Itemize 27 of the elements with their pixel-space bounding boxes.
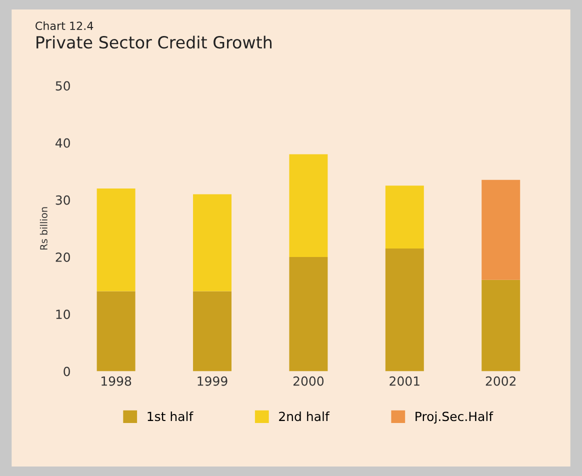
x-tick-label: 2001: [390, 376, 420, 386]
y-tick-label: 20: [56, 252, 70, 262]
legend-label: 2nd half: [279, 411, 330, 422]
bar: [482, 180, 520, 280]
bar: [96, 291, 136, 372]
legend-label: Proj.Sec.Half: [416, 411, 494, 424]
y-axis-title: Rs billion: [40, 207, 48, 250]
bar: [193, 291, 232, 372]
x-tick-label: 1998: [102, 376, 132, 386]
bar: [482, 280, 520, 372]
x-tick-label: 2000: [293, 376, 324, 386]
y-tick-label: 10: [56, 310, 70, 320]
legend-label: 1st half: [148, 411, 194, 422]
y-tick-label: 50: [56, 81, 70, 91]
x-tick-label: 1999: [198, 376, 228, 386]
bar: [385, 186, 424, 248]
chart-subtitle: Chart 12.4: [36, 21, 94, 30]
x-tick-label: 2002: [486, 376, 516, 386]
y-tick-label: 0: [64, 366, 70, 376]
bar: [193, 194, 232, 292]
y-tick-label: 30: [56, 195, 70, 205]
bar: [289, 257, 328, 372]
bar: [385, 248, 424, 372]
bar: [96, 188, 136, 292]
y-tick-label: 40: [56, 138, 70, 148]
chart-title: Private Sector Credit Growth: [36, 36, 272, 49]
bar: [289, 154, 328, 258]
